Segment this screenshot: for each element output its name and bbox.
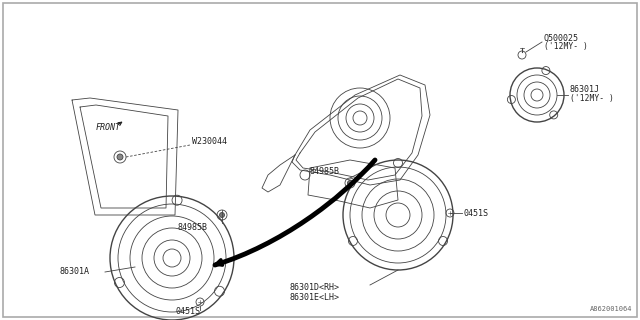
Text: A862001064: A862001064 — [589, 306, 632, 312]
Text: 86301D<RH>: 86301D<RH> — [290, 284, 340, 292]
Text: W230044: W230044 — [192, 138, 227, 147]
Text: 0451S: 0451S — [175, 308, 200, 316]
Text: FRONT: FRONT — [95, 124, 120, 132]
Text: 86301E<LH>: 86301E<LH> — [290, 292, 340, 301]
Ellipse shape — [220, 212, 225, 218]
Text: 0451S: 0451S — [464, 209, 489, 218]
Text: 86301A: 86301A — [60, 268, 90, 276]
Ellipse shape — [348, 180, 353, 186]
Text: ('12MY- ): ('12MY- ) — [544, 43, 588, 52]
Text: 86301J: 86301J — [570, 85, 600, 94]
Text: 84985B: 84985B — [310, 167, 340, 177]
Ellipse shape — [117, 154, 123, 160]
Text: Q500025: Q500025 — [544, 34, 579, 43]
Text: ('12MY- ): ('12MY- ) — [570, 94, 614, 103]
Text: 84985B: 84985B — [178, 223, 208, 233]
